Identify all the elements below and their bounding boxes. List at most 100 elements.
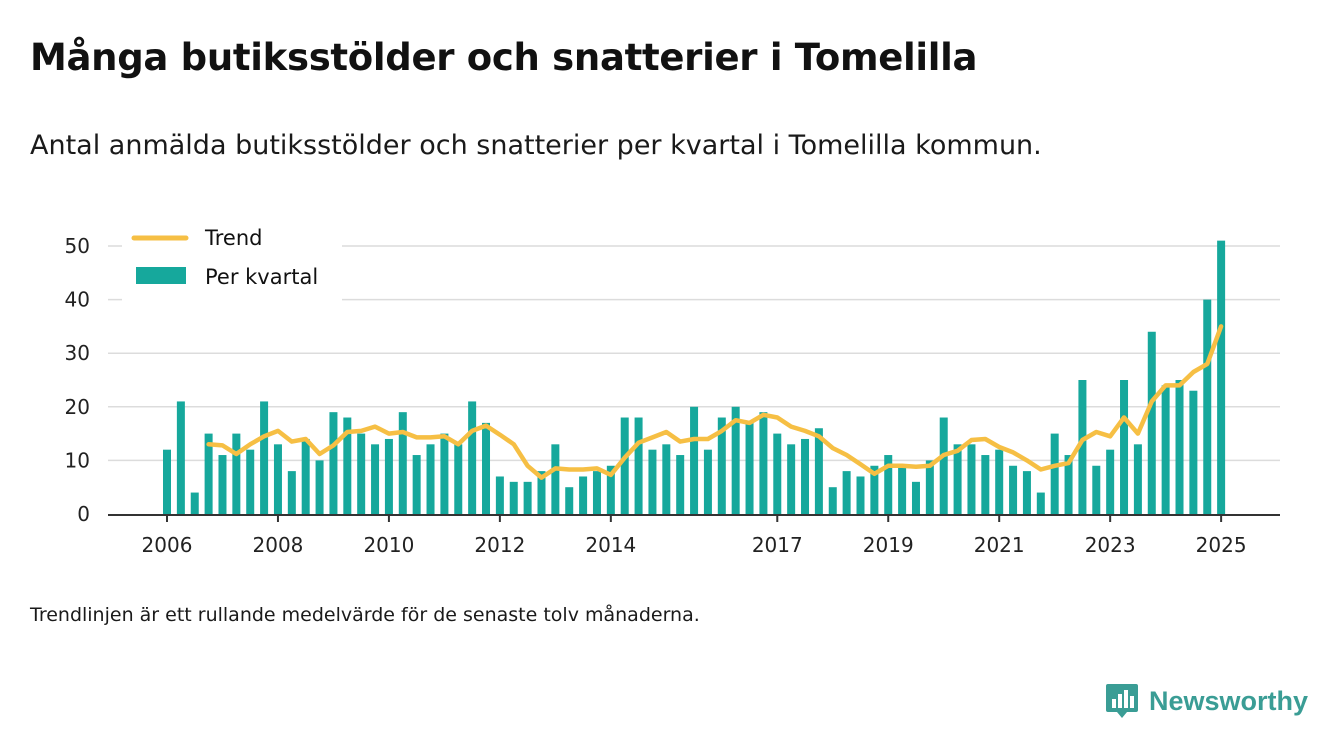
bar [828, 487, 837, 514]
bar [287, 471, 296, 514]
bar [814, 428, 823, 514]
legend: Trend Per kvartal [122, 223, 342, 301]
y-tick-label: 50 [65, 234, 90, 258]
x-tick-label: 2008 [253, 533, 304, 557]
bar [509, 481, 518, 514]
y-tick-label: 10 [65, 448, 90, 472]
bar [690, 406, 699, 514]
bar [870, 465, 879, 514]
bar [592, 471, 601, 514]
bar [676, 455, 685, 514]
bar [1133, 444, 1142, 514]
y-tick-label: 0 [77, 502, 90, 526]
bar [898, 465, 907, 514]
bar-series-per-kvartal [163, 240, 1226, 514]
x-tick-label: 2025 [1196, 533, 1247, 557]
bar [787, 444, 796, 514]
bar [1092, 465, 1101, 514]
bar [1050, 433, 1059, 514]
bar [523, 481, 532, 514]
bar [357, 433, 366, 514]
bar [1078, 380, 1087, 514]
bar [426, 444, 435, 514]
x-tick-label: 2006 [142, 533, 193, 557]
y-tick-label: 20 [65, 395, 90, 419]
bar [371, 444, 380, 514]
bar [856, 476, 865, 514]
legend-label-per-kvartal: Per kvartal [205, 265, 318, 289]
footnote: Trendlinjen är ett rullande medelvärde f… [30, 604, 700, 626]
bar [260, 401, 269, 514]
bar [1036, 492, 1045, 514]
bar [1203, 299, 1212, 514]
bar [1106, 449, 1115, 514]
bar [440, 433, 449, 514]
bar [981, 455, 990, 514]
bar [648, 449, 657, 514]
bar-line-chart: 0 10 20 30 40 50 2006 2008 2010 2012 2014 2017 2019 2… [65, 223, 1280, 557]
bar [301, 438, 310, 514]
bar [218, 455, 227, 514]
bar [745, 422, 754, 514]
bar [717, 417, 726, 514]
bar [384, 438, 393, 514]
bar [537, 471, 546, 514]
legend-swatch-per-kvartal [136, 267, 186, 284]
chart-subtitle: Antal anmälda butiksstölder och snatteri… [30, 130, 1042, 161]
x-tick-label: 2017 [752, 533, 803, 557]
bar [1120, 380, 1129, 514]
bar [801, 438, 810, 514]
bar [454, 444, 463, 514]
bar [759, 412, 768, 514]
bar [884, 455, 893, 514]
legend-label-trend: Trend [204, 226, 262, 250]
bar [495, 476, 504, 514]
bar [953, 444, 962, 514]
trend-series [206, 324, 1224, 480]
bar [565, 487, 574, 514]
x-tick-label: 2012 [474, 533, 525, 557]
y-tick-label: 30 [65, 341, 90, 365]
bar [1189, 390, 1198, 514]
bar [343, 417, 352, 514]
bar [911, 481, 920, 514]
bar [1217, 240, 1226, 514]
bar [246, 449, 255, 514]
bar [925, 460, 934, 514]
brand-name: Newsworthy [1148, 685, 1308, 716]
bar [1161, 385, 1170, 514]
bar [315, 460, 324, 514]
bar [1022, 471, 1031, 514]
bar [579, 476, 588, 514]
bar [398, 412, 407, 514]
bar [329, 412, 338, 514]
x-tick-label: 2023 [1085, 533, 1136, 557]
bar [1064, 455, 1073, 514]
bar [731, 406, 740, 514]
bar [204, 433, 213, 514]
bar [232, 433, 241, 514]
bar [995, 449, 1004, 514]
bar [468, 401, 477, 514]
x-tick-label: 2021 [974, 533, 1025, 557]
x-tick-label: 2010 [363, 533, 414, 557]
bar [551, 444, 560, 514]
x-tick-label: 2019 [863, 533, 914, 557]
bar [967, 444, 976, 514]
x-tick-label: 2014 [585, 533, 636, 557]
bar [190, 492, 199, 514]
bar [273, 444, 282, 514]
bar [939, 417, 948, 514]
bar [662, 444, 671, 514]
bar [1009, 465, 1018, 514]
bar [773, 433, 782, 514]
axes: 0 10 20 30 40 50 2006 2008 2010 2012 2014 2017 2019 2… [65, 234, 1280, 557]
bar [634, 417, 643, 514]
bar [620, 417, 629, 514]
bar [412, 455, 421, 514]
bar [703, 449, 712, 514]
bar [1175, 380, 1184, 514]
bar [606, 465, 615, 514]
brand: Newsworthy [1105, 682, 1308, 720]
y-tick-label: 40 [65, 288, 90, 312]
